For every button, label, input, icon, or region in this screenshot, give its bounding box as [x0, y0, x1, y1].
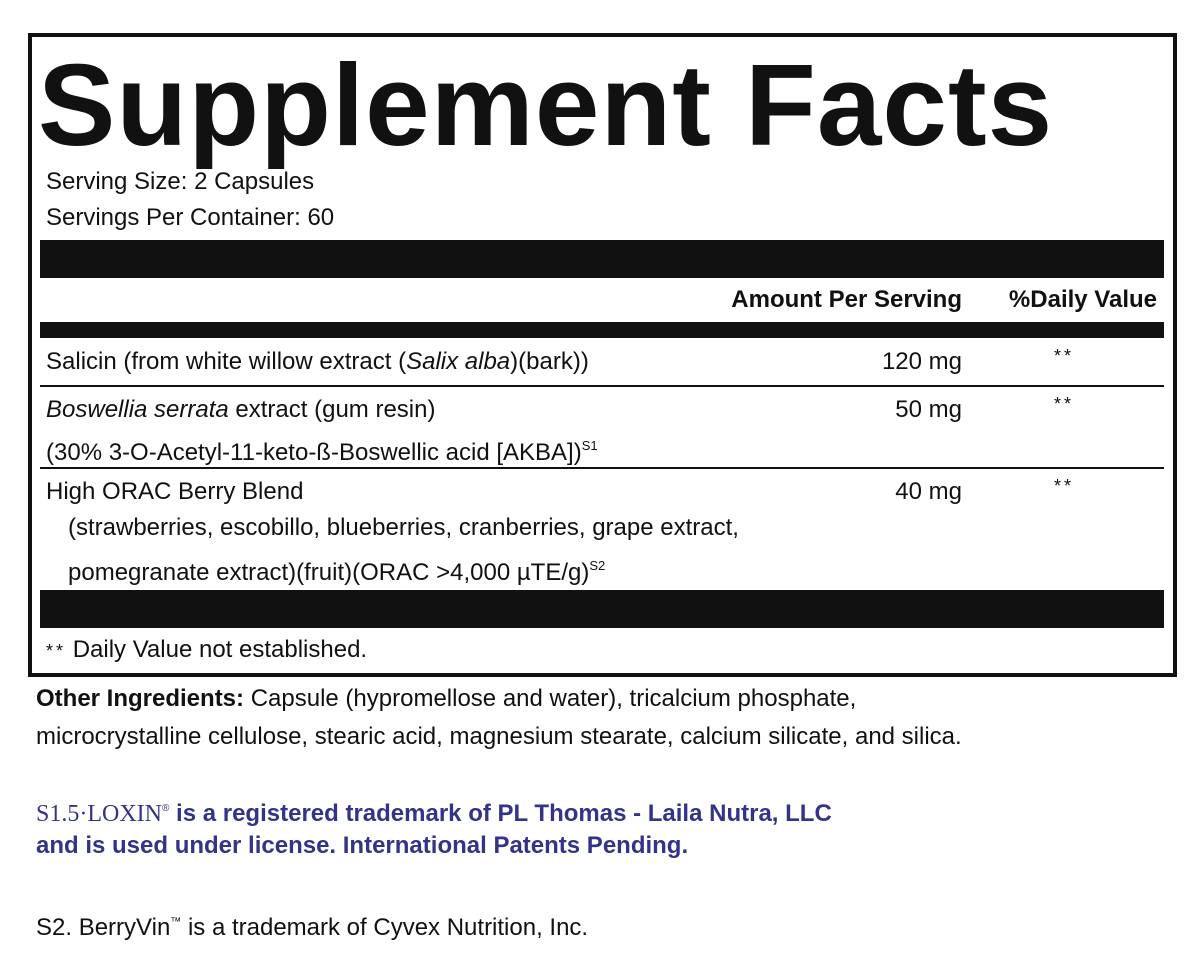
ingredient: Boswellia serrata extract (gum resin): [46, 396, 435, 424]
text: pomegranate extract)(fruit)(ORAC >4,000 …: [68, 559, 590, 586]
amount: 120 mg: [881, 348, 962, 375]
daily-value: **: [1054, 346, 1075, 366]
daily-value-header: %Daily Value: [1008, 286, 1157, 313]
other-ingredients-line: microcrystalline cellulose, stearic acid…: [36, 723, 962, 750]
title: Supplement Facts: [38, 40, 1054, 170]
ingredient-detail: (30% 3-O-Acetyl-11-keto-ß-Boswellic acid…: [46, 432, 598, 467]
label: Other Ingredients:: [36, 685, 245, 712]
footnote-ref: S2: [589, 558, 606, 573]
text: extract (gum resin): [228, 396, 436, 423]
black-bar: [40, 240, 1164, 278]
text: (30% 3-O-Acetyl-11-keto-ß-Boswellic acid…: [46, 439, 582, 466]
note-s2: S2. BerryVin™ is a trademark of Cyvex Nu…: [36, 908, 588, 942]
note-s1-line: and is used under license. International…: [36, 832, 689, 859]
ingredient: High ORAC Berry Blend: [46, 478, 304, 505]
daily-value: **: [1054, 476, 1075, 496]
text: is a trademark of Cyvex Nutrition, Inc.: [181, 914, 589, 941]
daily-value: **: [1054, 394, 1075, 414]
ingredient-detail: (strawberries, escobillo, blueberries, c…: [68, 514, 739, 541]
amount: 40 mg: [895, 478, 962, 505]
note-s1: S1.5·LOXIN® is a registered trademark of…: [36, 795, 832, 828]
prefix: S1.: [36, 801, 68, 827]
trademark: ™: [170, 916, 182, 928]
latin-name: Salix alba: [406, 348, 511, 375]
text: Salicin (from white willow extract (: [46, 348, 407, 375]
logo: 5·LOXIN: [67, 801, 162, 827]
rule: [40, 385, 1164, 387]
footnote: ** Daily Value not established.: [46, 636, 367, 665]
rule: [40, 467, 1164, 469]
text: Capsule (hypromellose and water), trical…: [244, 685, 857, 712]
ingredient-detail: pomegranate extract)(fruit)(ORAC >4,000 …: [68, 552, 605, 587]
thick-rule: [40, 322, 1164, 338]
facts-box: [28, 33, 1177, 677]
other-ingredients: Other Ingredients: Capsule (hypromellose…: [36, 685, 856, 713]
text: Daily Value not established.: [72, 636, 368, 663]
amount: 50 mg: [895, 396, 962, 423]
servings-per-container: Servings Per Container: 60: [46, 204, 335, 231]
prefix: S2. BerryVin: [36, 914, 171, 941]
ingredient: Salicin (from white willow extract (Sali…: [46, 348, 589, 376]
text: is a registered trademark of PL Thomas -…: [169, 800, 832, 827]
registered: ®: [162, 803, 170, 814]
text: )(bark)): [510, 348, 589, 375]
amount-header: Amount Per Serving: [731, 286, 962, 313]
symbol: **: [46, 641, 67, 661]
serving-size: Serving Size: 2 Capsules: [46, 168, 315, 195]
footnote-ref: S1: [581, 438, 598, 453]
black-bar: [40, 590, 1164, 628]
latin-name: Boswellia serrata: [46, 396, 229, 423]
